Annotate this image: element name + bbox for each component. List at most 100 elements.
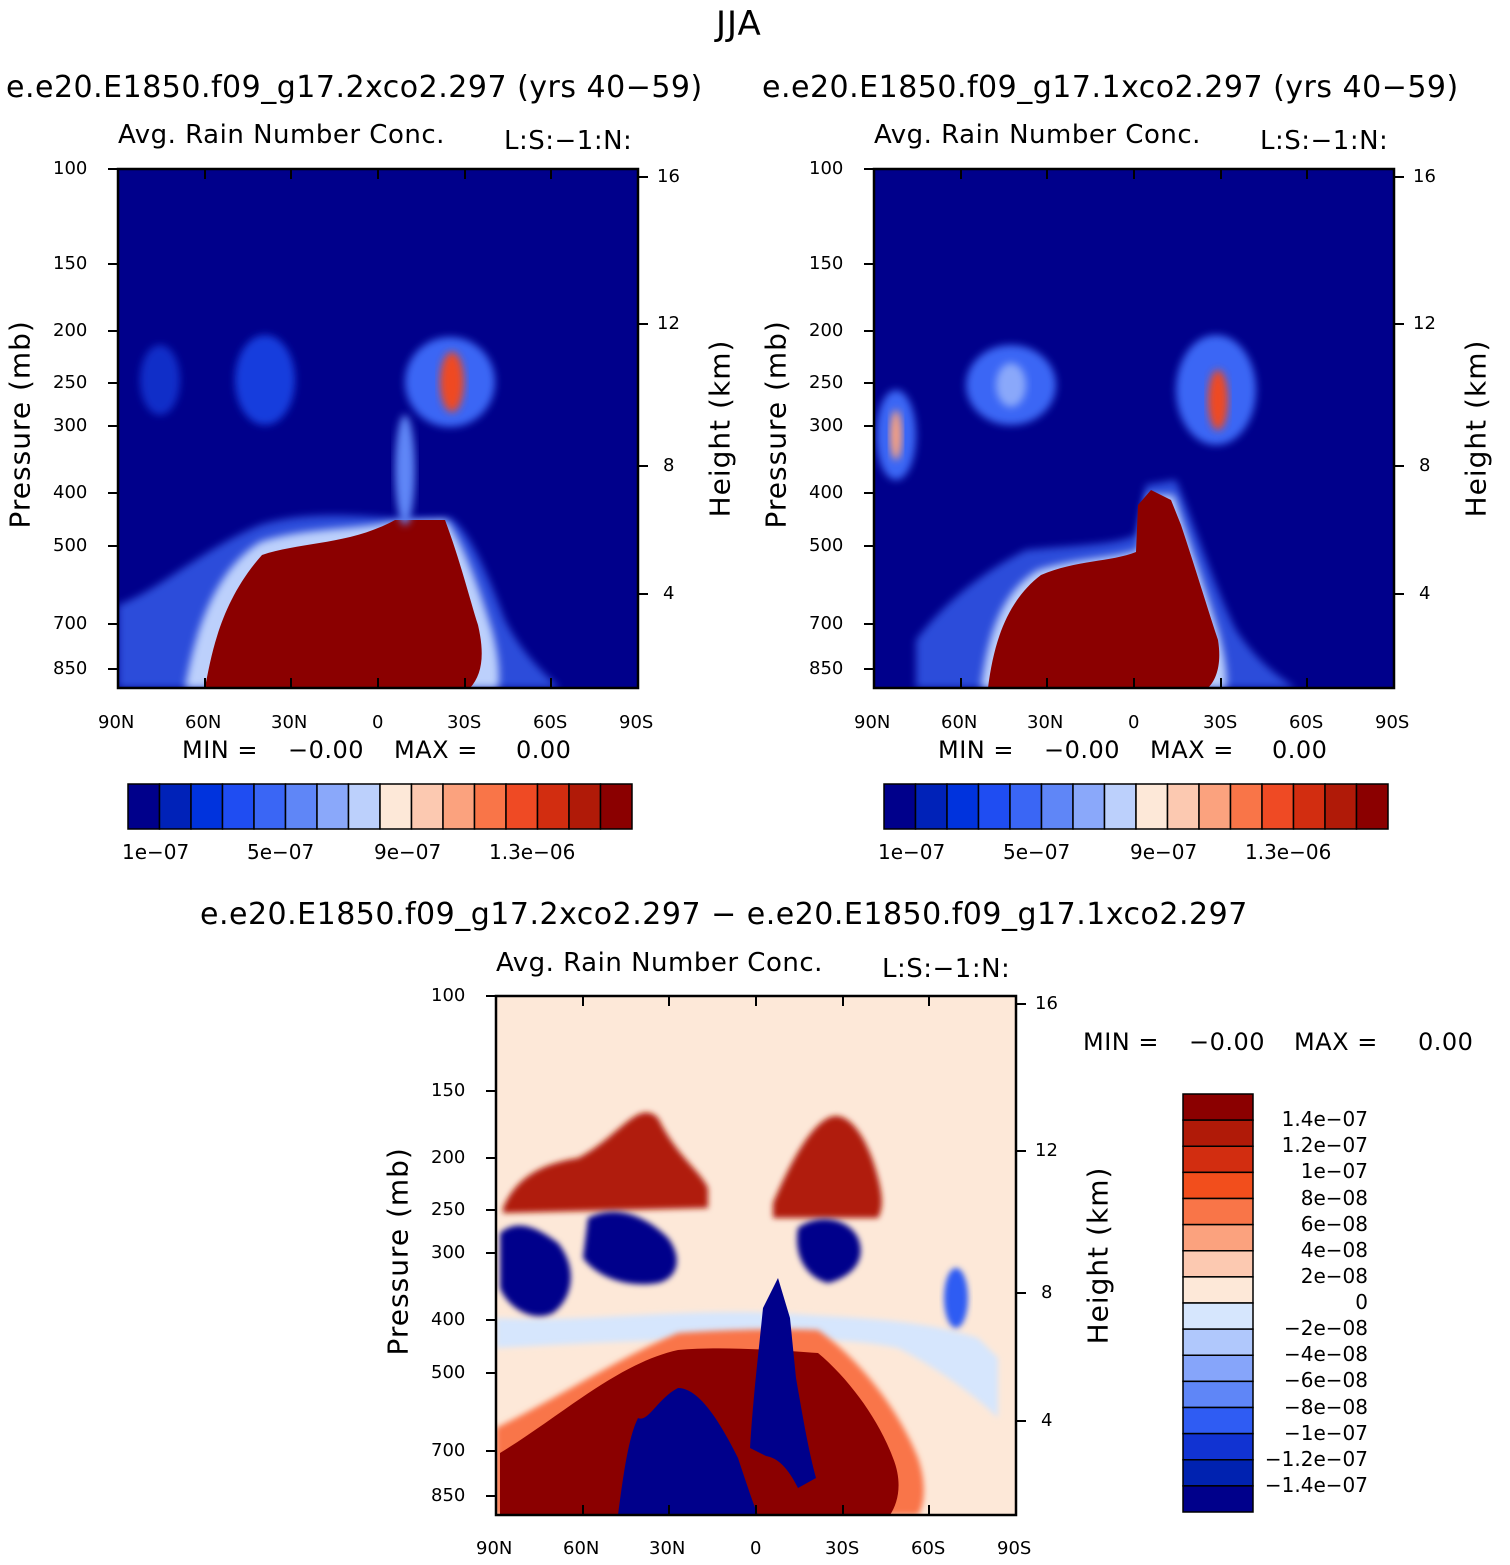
panel-3-cb-label-5: 4e−08 (1300, 1237, 1368, 1262)
panel-1-xtick-60s: 60S (533, 712, 568, 733)
panel-1-y2tick-4: 4 (663, 583, 675, 604)
panel-3-plot (486, 994, 1026, 1517)
panel-3-xtick-30n: 30N (649, 1538, 686, 1559)
panel-1-ylabel: Pressure (mb) (3, 320, 37, 529)
panel-2-ytick-850: 850 (809, 658, 844, 679)
panel-3-upper-blue-nh-2 (583, 1211, 677, 1285)
panel-2-colorbar-swatch-0 (883, 783, 917, 830)
panel-2-field (876, 335, 1296, 688)
panel-1-colorbar-swatch-5 (284, 783, 318, 830)
panel-3-min-label: MIN = (1083, 1028, 1159, 1056)
panel-1-colorbar-swatch-2 (190, 783, 224, 830)
panel-2-xtick-30n: 30N (1027, 712, 1064, 733)
panel-2-colorbar-swatch-4 (1009, 783, 1043, 830)
panel-1-min-label: MIN = (182, 736, 258, 764)
panel-1-colorbar-swatch-12 (505, 783, 539, 830)
panel-1-blob-sh-core (440, 352, 464, 412)
panel-1-ytick-300: 300 (53, 415, 88, 436)
panel-1-y-ticks (108, 168, 648, 670)
panel-1-colorbar-swatch-7 (347, 783, 381, 830)
panel-3-cb-label-1: 1.2e−07 (1281, 1133, 1368, 1158)
panel-3-y2label: Height (km) (1081, 1166, 1115, 1345)
panel-1-cb-label-4: 1.3e−06 (489, 840, 576, 864)
panel-3-units-label: L:S:−1:N: (882, 954, 1011, 984)
panel-2-colorbar-swatch-8 (1135, 783, 1169, 830)
panel-2-ytick-150: 150 (809, 253, 844, 274)
panel-3-colorbar-swatch-12 (1182, 1406, 1254, 1435)
panel-2-ytick-200: 200 (809, 320, 844, 341)
panel-1-colorbar-swatch-13 (536, 783, 570, 830)
panel-1-xtick-60n: 60N (185, 712, 222, 733)
panel-1-colorbar-swatch-0 (127, 783, 161, 830)
panel-1-ytick-250: 250 (53, 372, 88, 393)
panel-1-xtick-30n: 30N (271, 712, 308, 733)
panel-2-colorbar-swatch-12 (1261, 783, 1295, 830)
panel-1-colorbar-swatch-6 (316, 783, 350, 830)
panel-1-cb-label-2: 5e−07 (247, 840, 315, 864)
panel-2-min-label: MIN = (938, 736, 1014, 764)
panel-2-xtick-60s: 60S (1289, 712, 1324, 733)
panel-2-colorbar-swatch-10 (1198, 783, 1232, 830)
panel-3-colorbar-swatch-11 (1182, 1380, 1254, 1409)
panel-2-colorbar-swatch-1 (914, 783, 948, 830)
panel-3-colorbar-swatch-6 (1182, 1250, 1254, 1278)
panel-1-colorbar-swatch-3 (221, 783, 255, 830)
panel-2-xtick-30s: 30S (1203, 712, 1238, 733)
panel-3-colorbar-swatch-1 (1182, 1119, 1254, 1147)
panel-2-y2tick-8: 8 (1419, 455, 1431, 476)
panel-3-blue-intrusion-nh (618, 1388, 758, 1515)
panel-3-y-ticks (486, 995, 1026, 1497)
panel-3-max-label: MAX = (1294, 1028, 1378, 1056)
panel-2-case-title: e.e20.E1850.f09_g17.1xco2.297 (yrs 40−59… (762, 70, 1459, 105)
panel-2-cb-label-3: 9e−07 (1130, 840, 1198, 864)
panel-3-cb-label-14: −1.4e−07 (1264, 1472, 1368, 1497)
panel-1-var-title: Avg. Rain Number Conc. (118, 120, 445, 150)
panel-2-colorbar-swatch-6 (1072, 783, 1106, 830)
panel-1-y2tick-8: 8 (663, 455, 675, 476)
panel-3-cb-label-3: 8e−08 (1300, 1185, 1368, 1210)
panel-2-xtick-0: 0 (1128, 712, 1140, 733)
panel-1-field (118, 335, 560, 688)
panel-3-xtick-60n: 60N (563, 1538, 600, 1559)
panel-2-ytick-300: 300 (809, 415, 844, 436)
panel-1-min-value: −0.00 (288, 736, 365, 764)
panel-1-y2tick-12: 12 (657, 313, 680, 334)
panel-2-ytick-100: 100 (809, 158, 844, 179)
panel-2-y2tick-16: 16 (1413, 166, 1436, 187)
panel-1-plot (108, 167, 648, 690)
panel-2-colorbar-swatch-5 (1040, 783, 1074, 830)
panel-3-cb-label-11: −8e−08 (1284, 1394, 1368, 1419)
panel-2-blob-sh-core (1208, 370, 1228, 430)
panel-3-ytick-500: 500 (431, 1362, 466, 1383)
panel-2-colorbar-swatch-9 (1166, 783, 1200, 830)
panel-1-xtick-90n: 90N (98, 712, 135, 733)
panel-2-ytick-500: 500 (809, 535, 844, 556)
panel-3-ytick-300: 300 (431, 1242, 466, 1263)
panel-3-min-value: −0.00 (1189, 1028, 1266, 1056)
panel-3-cb-label-0: 1.4e−07 (1281, 1107, 1368, 1132)
panel-2-xtick-90s: 90S (1375, 712, 1410, 733)
panel-1-blob-nh-1 (235, 335, 295, 425)
panel-1-units-label: L:S:−1:N: (504, 126, 633, 156)
panel-1-colorbar-swatch-11 (473, 783, 507, 830)
panel-1-colorbar-swatch-8 (379, 783, 413, 830)
panel-2-colorbar-swatch-2 (946, 783, 980, 830)
panel-2-ytick-400: 400 (809, 482, 844, 503)
panel-1-colorbar-swatch-10 (442, 783, 476, 830)
panel-3-light-band (496, 1311, 998, 1418)
panel-2-colorbar-swatch-14 (1324, 783, 1358, 830)
panel-2-ylabel: Pressure (mb) (759, 320, 793, 529)
panel-1-x-ticks (117, 169, 552, 688)
panel-1-colorbar-swatch-15 (599, 783, 633, 830)
panel-1-max-value: 0.00 (516, 736, 572, 764)
panel-3-colorbar-swatch-2 (1182, 1145, 1254, 1174)
panel-3-y2tick-8: 8 (1041, 1282, 1053, 1303)
panel-1-cb-label-3: 9e−07 (374, 840, 442, 864)
panel-2-ytick-250: 250 (809, 372, 844, 393)
panel-2-plot (864, 167, 1404, 690)
panel-1-blob-nh-2 (140, 345, 180, 415)
panel-3-cb-label-7: 0 (1355, 1290, 1368, 1314)
panel-2-y2label: Height (km) (1459, 339, 1493, 518)
panel-2-cb-label-2: 5e−07 (1003, 840, 1071, 864)
panel-3-cb-label-13: −1.2e−07 (1264, 1446, 1368, 1471)
